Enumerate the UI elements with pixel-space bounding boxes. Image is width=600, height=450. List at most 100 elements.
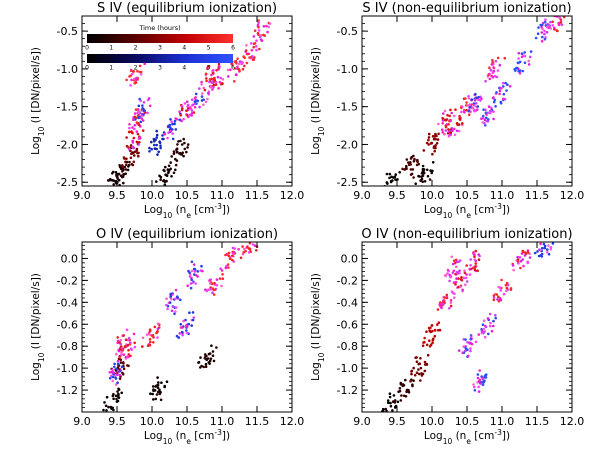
scatter-point [211,350,215,353]
scatter-point [403,394,406,398]
scatter-point [180,119,183,123]
scatter-point [255,48,258,52]
scatter-point [252,45,255,49]
scatter-point [518,71,522,75]
scatter-point [553,26,556,30]
scatter-point [398,171,402,174]
scatter-point [486,317,490,320]
scatter-point [543,29,546,33]
chart-panel-3: 9.0 9.5 10.0 10.5 11.0 11.5 12.0 -1.2 -1.0 -0.8 -0… [30,227,304,446]
scatter-point [429,142,433,145]
x-tick-label: 11.5 [245,189,270,202]
scatter-point [247,251,251,254]
scatter-point [154,397,158,401]
scatter-point [200,83,203,86]
scatter-point [205,77,208,80]
scatter-point [181,151,184,154]
scatter-point [461,351,465,355]
scatter-point [388,172,392,176]
scatter-point [523,254,527,257]
scatter-point [136,132,140,136]
scatter-point [399,399,403,402]
scatter-point [398,387,402,390]
scatter-point [164,165,167,169]
scatter-point [227,75,230,78]
scatter-point [125,328,129,332]
scatter-point [481,383,485,387]
scatter-point [545,25,549,29]
scatter-point [486,111,490,115]
scatter-point [146,344,150,348]
y-tick-label: -2.5 [337,176,358,189]
scatter-point [171,128,174,131]
scatter-point [231,254,234,258]
y-tick-label: -1.0 [337,362,358,375]
scatter-point [212,68,215,72]
scatter-point [171,137,175,141]
scatter-point [141,119,145,122]
scatter-point [155,133,159,137]
scatter-point [475,96,479,100]
scatter-point [268,22,272,25]
scatter-point [125,78,128,82]
scatter-point [248,247,252,250]
colorbar-tick-label: 5 [207,45,211,52]
scatter-point [401,383,405,386]
scatter-point [231,252,235,255]
scatter-point [168,169,171,172]
scatter-point [472,251,475,254]
scatter-point [120,365,124,369]
scatter-point [401,167,404,171]
scatter-point [147,97,151,100]
scatter-point [505,89,508,92]
scatter-point [204,100,208,104]
scatter-point [220,269,224,272]
scatter-point [142,113,145,116]
scatter-point [246,245,249,249]
scatter-point [190,278,193,282]
scatter-point [428,178,432,181]
scatter-point [491,60,495,64]
scatter-point [388,392,392,396]
scatter-point [526,251,530,254]
scatter-point [172,305,175,309]
scatter-point [551,20,554,24]
scatter-point [221,273,224,276]
scatter-point [139,70,143,74]
scatter-point [442,112,445,115]
scatter-point [112,183,115,186]
scatter-point [244,49,248,52]
scatter-point [136,111,139,115]
scatter-point [506,283,510,287]
scatter-point [145,333,149,337]
scatter-point [541,27,544,31]
scatter-point [134,108,138,111]
scatter-point [446,272,449,275]
scatter-cloud [381,242,555,412]
scatter-point [112,397,115,401]
scatter-point [189,282,193,285]
scatter-point [193,102,197,105]
scatter-point [133,124,137,127]
scatter-point [175,118,179,121]
scatter-point [473,99,477,102]
scatter-point [541,21,545,25]
x-tick-label: 11.0 [490,415,515,428]
scatter-point [463,269,466,273]
scatter-point [183,147,187,151]
scatter-point [159,175,163,179]
scatter-point [492,96,495,99]
scatter-point [123,345,127,348]
scatter-point [539,242,542,246]
scatter-point [198,105,201,109]
scatter-point [152,398,155,401]
plot-frame [361,15,573,187]
scatter-point [186,284,189,288]
scatter-point [253,244,257,247]
scatter-point [173,312,176,316]
scatter-point [153,147,157,150]
scatter-point [511,264,515,267]
scatter-point [193,106,197,109]
scatter-point [174,168,177,172]
scatter-point [137,143,140,146]
